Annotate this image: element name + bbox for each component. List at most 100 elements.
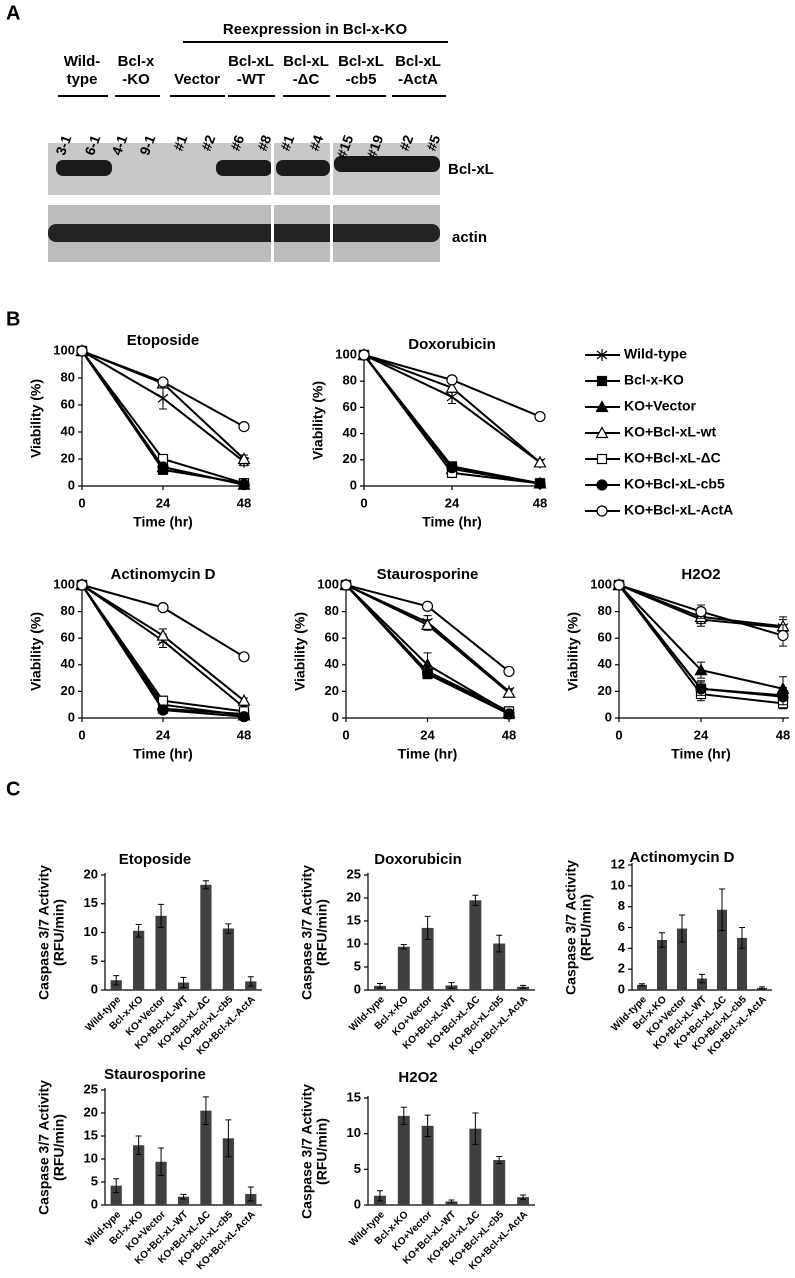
- group-label: Bcl-x: [118, 53, 155, 70]
- y-tick-label: 80: [61, 603, 75, 618]
- y-tick-label: 0: [605, 709, 612, 724]
- bar: [737, 937, 747, 990]
- y-tick-label: 5: [91, 953, 98, 968]
- marker: [420, 618, 435, 630]
- band: [56, 160, 112, 176]
- bar: [697, 978, 707, 990]
- legend-label: KO+Bcl-xL-wt: [624, 424, 717, 440]
- marker: [238, 651, 250, 663]
- x-axis-label: Time (hr): [398, 746, 458, 762]
- y-axis-label: (RFU/min): [51, 899, 67, 966]
- error-bar: [247, 976, 254, 987]
- bar: [133, 930, 145, 990]
- x-axis-label: Time (hr): [133, 746, 193, 762]
- band: [48, 224, 440, 242]
- blot: [48, 143, 440, 262]
- bar: [637, 984, 647, 990]
- y-tick-label: 20: [84, 1104, 98, 1119]
- y-tick-label: 0: [91, 1196, 98, 1211]
- y-tick-label: 15: [84, 895, 98, 910]
- group-label: -KO: [122, 71, 150, 88]
- lane-label: 3-1: [52, 133, 74, 158]
- y-axis-label: Viability (%): [28, 612, 44, 691]
- error-bar: [202, 880, 209, 890]
- series: [76, 579, 250, 717]
- marker: [238, 711, 250, 723]
- error-bar: [247, 1186, 254, 1202]
- y-tick-label: 5: [91, 1173, 98, 1188]
- error-bar: [448, 1199, 455, 1204]
- y-tick-label: 20: [325, 683, 339, 698]
- error-bar: [135, 1135, 142, 1155]
- error-bar: [496, 934, 503, 953]
- y-axis-label: Caspase 3/7 Activity: [563, 860, 579, 995]
- series: [613, 579, 789, 647]
- y-axis-label: (RFU/min): [314, 1118, 330, 1185]
- error-bar: [424, 1114, 431, 1138]
- x-tick-label: 0: [360, 495, 367, 510]
- y-tick-label: 0: [68, 709, 75, 724]
- bar: [397, 946, 410, 990]
- group-label: Vector: [174, 71, 220, 88]
- error-bar: [496, 1155, 503, 1165]
- error-bar: [448, 982, 455, 989]
- error-bar: [520, 984, 527, 989]
- y-tick-label: 20: [598, 683, 612, 698]
- marker: [157, 461, 169, 473]
- blot-row-label: Bcl-xL: [448, 161, 494, 178]
- chart-title: Doxorubicin: [374, 851, 462, 868]
- x-tick-label: 48: [502, 727, 516, 742]
- y-tick-label: 15: [347, 1089, 361, 1104]
- marker: [777, 691, 789, 703]
- y-axis-label: Viability (%): [28, 379, 44, 458]
- marker: [421, 600, 434, 612]
- marker: [421, 667, 434, 679]
- bar: [177, 1196, 190, 1205]
- marker: [76, 345, 88, 357]
- y-tick-label: 20: [61, 450, 75, 465]
- bar: [200, 1110, 212, 1205]
- blot-split: [271, 143, 274, 262]
- series: [358, 349, 546, 423]
- group-label: Bcl-xL: [283, 53, 329, 70]
- error-bar: [759, 986, 765, 990]
- marker: [695, 683, 707, 695]
- band: [334, 156, 440, 172]
- group-label: Bcl-xL: [338, 53, 384, 70]
- y-tick-label: 0: [350, 477, 357, 492]
- y-tick-label: 20: [84, 866, 98, 881]
- bar: [421, 1125, 434, 1205]
- y-tick-label: 0: [354, 981, 361, 996]
- y-tick-label: 5: [354, 1161, 361, 1176]
- marker: [777, 629, 789, 642]
- chart-title: Actinomycin D: [629, 849, 734, 866]
- series: [340, 579, 515, 678]
- x-tick-label: 48: [533, 495, 547, 510]
- y-tick-label: 5: [354, 958, 361, 973]
- marker: [503, 665, 515, 678]
- y-tick-label: 20: [347, 889, 361, 904]
- lane-label: 6-1: [81, 133, 103, 158]
- series: [340, 579, 515, 698]
- lane-label: #2: [198, 133, 218, 153]
- bar: [110, 1185, 122, 1205]
- y-tick-label: 10: [611, 877, 625, 892]
- series-line: [363, 354, 541, 464]
- y-tick-label: 15: [84, 1127, 98, 1142]
- series: [76, 345, 250, 433]
- bar: [421, 927, 434, 990]
- error-bar: [520, 1194, 527, 1200]
- marker: [358, 349, 370, 361]
- error-bar: [424, 915, 431, 940]
- series-line: [618, 584, 784, 698]
- marker: [596, 453, 608, 465]
- y-tick-label: 40: [325, 656, 339, 671]
- y-tick-label: 15: [347, 912, 361, 927]
- group-label: -cb5: [346, 71, 377, 88]
- y-tick-label: 100: [53, 576, 75, 591]
- y-axis-label: Caspase 3/7 Activity: [299, 865, 315, 1000]
- marker: [156, 628, 170, 641]
- y-tick-label: 20: [61, 683, 75, 698]
- group-label: type: [67, 71, 98, 88]
